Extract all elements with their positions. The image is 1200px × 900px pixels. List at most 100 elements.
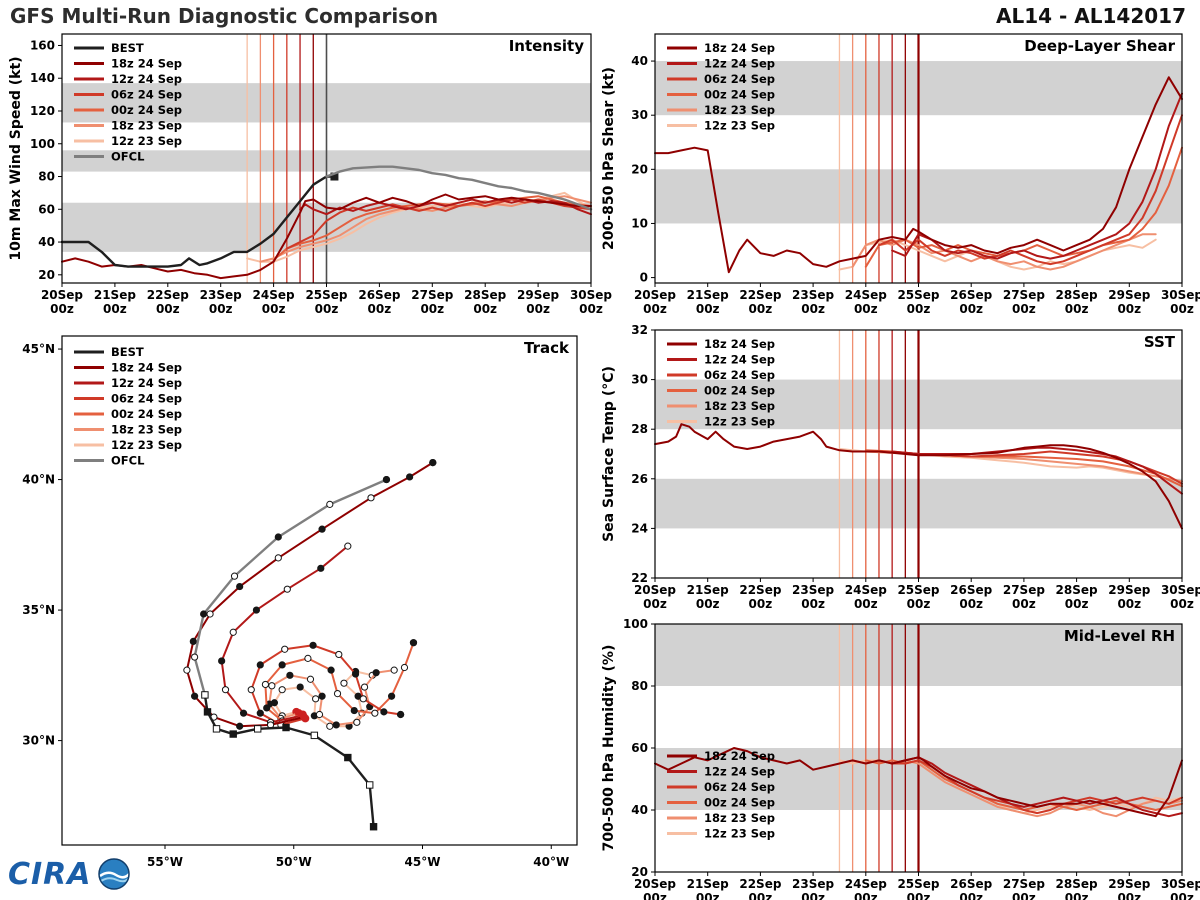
position-marker	[221, 686, 230, 694]
position-marker	[183, 666, 191, 674]
position-marker	[191, 692, 199, 700]
y-tick-value: 32	[631, 323, 648, 337]
x-tick-hour: 00z	[854, 597, 878, 611]
position-marker	[306, 675, 315, 683]
legend-label-06z-24-sep: 06z 24 Sep	[704, 72, 775, 86]
y-axis-title: 200-850 hPa Shear (kt)	[601, 67, 617, 250]
position-marker	[263, 704, 271, 712]
position-marker	[312, 695, 320, 703]
x-tick-hour: 00z	[749, 597, 773, 611]
panel-title-track: Track	[524, 339, 570, 357]
x-tick-hour: 00z	[696, 597, 720, 611]
series-18z-24-sep	[654, 747, 1183, 818]
legend-label-18z-23-sep: 18z 23 Sep	[704, 811, 775, 825]
x-tick-hour: 00z	[1117, 302, 1141, 316]
series-18z-23-sep	[851, 759, 1183, 818]
x-tick-date: 30Sep	[1161, 583, 1200, 597]
legend-label-18z-23-sep: 18z 23 Sep	[704, 399, 775, 413]
position-marker	[256, 661, 264, 669]
x-tick-date: 24Sep	[845, 583, 887, 597]
y-tick-value: 30	[631, 373, 648, 387]
legend-label-best: BEST	[111, 345, 144, 359]
x-tick-date: 23Sep	[792, 877, 834, 891]
x-tick-hour: 00z	[643, 891, 667, 900]
legend-label-ofcl: OFCL	[111, 454, 145, 468]
series-end-marker	[330, 172, 339, 181]
position-marker	[218, 657, 226, 665]
position-marker	[309, 641, 317, 649]
track-end-marker	[397, 710, 405, 719]
x-tick-date: 23Sep	[200, 288, 242, 302]
x-tick-date: 29Sep	[1108, 583, 1150, 597]
position-marker	[327, 666, 335, 674]
position-marker	[203, 708, 212, 716]
x-tick-date: 29Sep	[517, 288, 559, 302]
chart-sst: 20Sep00z21Sep00z22Sep00z23Sep00z24Sep00z…	[601, 323, 1200, 611]
x-tick-hour: 00z	[1065, 891, 1089, 900]
position-marker	[268, 682, 276, 690]
position-marker	[296, 683, 304, 691]
series-12z-24-sep	[891, 446, 1183, 495]
position-marker	[278, 686, 286, 694]
x-tick-hour: 00z	[749, 302, 773, 316]
position-marker	[304, 654, 312, 662]
y-axis-title: 10m Max Wind Speed (kt)	[8, 56, 24, 260]
lat-tick-label: 30°N	[22, 734, 55, 748]
x-tick-date: 26Sep	[950, 877, 992, 891]
legend-label-06z-24-sep: 06z 24 Sep	[704, 780, 775, 794]
x-tick-date: 22Sep	[739, 877, 781, 891]
position-marker	[212, 725, 221, 733]
x-tick-hour: 00z	[801, 891, 825, 900]
x-tick-date: 28Sep	[1056, 877, 1098, 891]
x-tick-hour: 00z	[262, 302, 286, 316]
cira-logo: CIRA	[8, 856, 132, 892]
x-tick-date: 30Sep	[1161, 288, 1200, 302]
legend-label-00z-24-sep: 00z 24 Sep	[704, 88, 775, 102]
x-tick-hour: 00z	[1012, 891, 1036, 900]
position-marker	[239, 709, 248, 717]
legend-label-12z-23-sep: 12z 23 Sep	[111, 438, 182, 452]
position-marker	[372, 669, 380, 677]
y-tick-value: 40	[631, 803, 648, 817]
legend-label-12z-24-sep: 12z 24 Sep	[704, 57, 775, 71]
legend-label-18z-24-sep: 18z 24 Sep	[111, 57, 182, 71]
position-marker	[369, 823, 378, 831]
x-tick-hour: 00z	[643, 597, 667, 611]
x-tick-hour: 00z	[907, 891, 931, 900]
x-tick-hour: 00z	[1170, 891, 1194, 900]
legend-label-18z-24-sep: 18z 24 Sep	[704, 41, 775, 55]
position-marker	[318, 692, 326, 700]
y-tick-value: 20	[631, 865, 648, 879]
track-start-marker	[300, 713, 309, 722]
series-best	[60, 175, 336, 268]
position-marker	[344, 753, 352, 762]
position-marker	[335, 650, 343, 659]
x-tick-date: 21Sep	[687, 877, 729, 891]
lon-tick-label: 55°W	[147, 855, 183, 869]
x-tick-date: 28Sep	[1056, 583, 1098, 597]
x-tick-date: 27Sep	[411, 288, 453, 302]
position-marker	[351, 670, 360, 678]
legend-label-18z-23-sep: 18z 23 Sep	[704, 103, 775, 117]
position-marker	[390, 666, 398, 674]
legend-label-12z-23-sep: 12z 23 Sep	[704, 415, 775, 429]
position-marker	[359, 695, 367, 703]
lon-tick-label: 40°W	[533, 855, 569, 869]
x-tick-hour: 00z	[1170, 302, 1194, 316]
x-tick-hour: 00z	[1065, 302, 1089, 316]
position-marker	[371, 709, 379, 717]
position-marker	[367, 494, 375, 502]
legend-label-12z-24-sep: 12z 24 Sep	[704, 353, 775, 367]
y-tick-value: 80	[631, 679, 648, 693]
x-tick-hour: 00z	[643, 302, 667, 316]
x-tick-hour: 00z	[1117, 597, 1141, 611]
series-18z-24-sep	[654, 423, 1183, 530]
x-tick-date: 20Sep	[41, 288, 83, 302]
x-tick-date: 27Sep	[1003, 877, 1045, 891]
lat-tick-label: 40°N	[22, 473, 55, 487]
x-tick-hour: 00z	[473, 302, 497, 316]
y-tick-value: 24	[631, 521, 648, 535]
position-marker	[283, 585, 291, 593]
series-06z-24-sep	[285, 198, 592, 250]
